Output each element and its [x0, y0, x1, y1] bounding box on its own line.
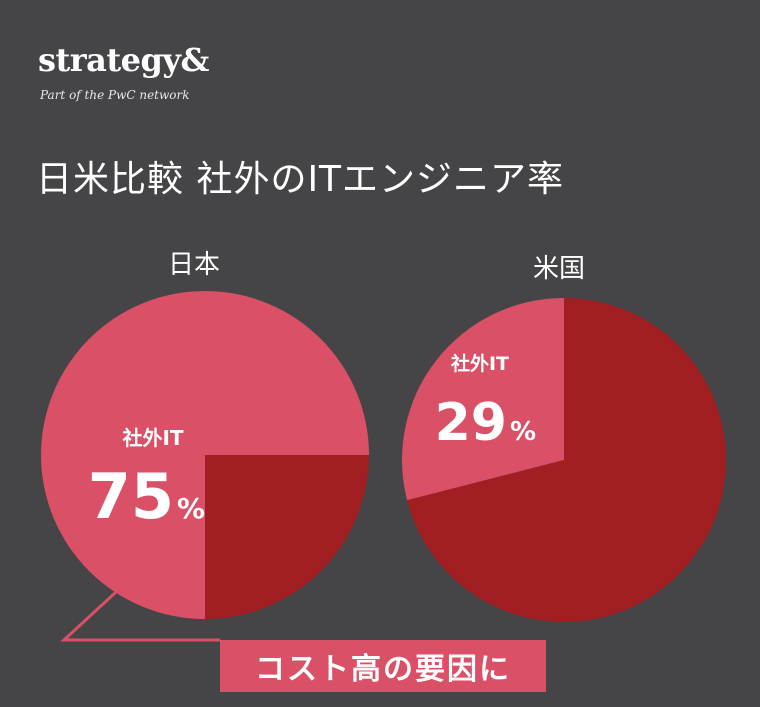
us-slice-external — [402, 298, 564, 501]
brand-tagline: Part of the PwC network — [40, 88, 190, 102]
japan-pie-chart — [41, 291, 369, 619]
us-slice-value: 29 — [435, 393, 507, 453]
callout-box: コスト高の要因に — [220, 640, 546, 692]
page-title: 日米比較 社外のITエンジニア率 — [36, 159, 565, 200]
brand-wordmark: strategy& — [38, 41, 209, 79]
japan-slice-internal — [205, 455, 369, 619]
japan-slice-unit: % — [177, 492, 205, 525]
us-slice-unit: % — [510, 417, 536, 447]
japan-slice-label: 社外IT — [121, 426, 183, 450]
callout-leader-line — [60, 590, 220, 642]
us-slice-internal — [407, 298, 727, 622]
us-chart-title: 米国 — [533, 254, 586, 284]
japan-slice-value: 75 — [88, 460, 174, 533]
us-pie-chart — [402, 298, 727, 622]
us-slice-label: 社外IT — [450, 352, 509, 375]
japan-chart-title: 日本 — [168, 250, 221, 280]
